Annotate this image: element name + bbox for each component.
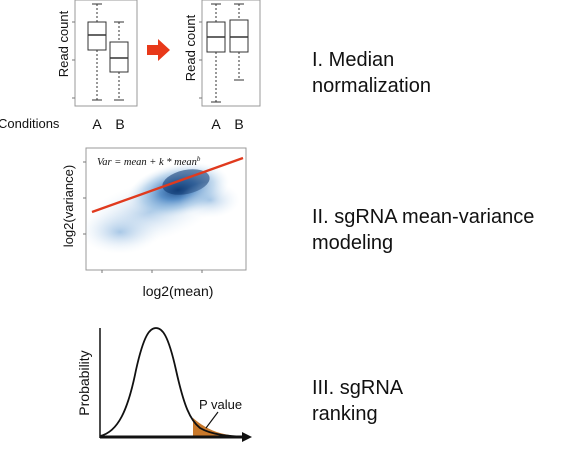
probability-ylabel: Probability <box>76 350 92 415</box>
variance-formula-base: Var = mean + k * mean <box>97 157 197 168</box>
scatter-xlabel: log2(mean) <box>143 283 214 299</box>
boxplot-before-b <box>109 21 129 101</box>
step-2-description: II. sgRNA mean-variance modeling <box>312 204 534 256</box>
probability-curve <box>99 327 247 438</box>
condition-a-label: A <box>92 116 102 132</box>
boxplot-before-a <box>87 3 107 101</box>
step-3-title: III. sgRNA <box>312 377 404 399</box>
condition-b-label-after: B <box>234 116 243 132</box>
step-1-title: I. Median <box>312 49 395 71</box>
step-2-subtitle: modeling <box>312 232 394 254</box>
normalization-arrow-icon <box>147 39 170 61</box>
boxplot-before-ylabel: Read count <box>56 10 71 77</box>
scatter-xticks <box>101 270 203 273</box>
scatter-yticks <box>83 161 86 235</box>
pvalue-pointer <box>205 411 219 429</box>
pvalue-label: P value <box>199 397 242 412</box>
boxplot-before-ticks <box>72 21 75 99</box>
step-3-description: III. sgRNA ranking <box>312 375 403 427</box>
conditions-label: Conditions <box>0 116 60 131</box>
boxplot-after-a <box>206 3 226 103</box>
boxplot-after-b <box>229 3 249 81</box>
boxplot-after-frame <box>201 0 261 107</box>
step-3-subtitle: ranking <box>312 403 378 425</box>
variance-fit-line <box>91 156 244 214</box>
x-axis-arrowhead-icon <box>242 432 252 442</box>
boxplot-before-frame <box>74 0 138 107</box>
step-2-title: II. sgRNA mean-variance <box>312 206 535 228</box>
density-cloud <box>86 162 240 254</box>
condition-b-label: B <box>115 116 124 132</box>
pvalue-tail-area <box>193 418 246 437</box>
panel-median-normalization: Read count Read count <box>0 0 261 132</box>
scatter-ylabel: log2(variance) <box>61 165 76 247</box>
variance-formula: Var = mean + k * meanb <box>97 155 201 168</box>
boxplot-after-ylabel: Read count <box>183 14 198 81</box>
step-1-description: I. Median normalization <box>312 47 431 99</box>
boxplot-after-ticks <box>199 21 202 99</box>
step-1-subtitle: normalization <box>312 75 431 97</box>
panel-ranking: P value Probability <box>76 327 252 442</box>
variance-formula-exponent: b <box>197 155 201 163</box>
panel-mean-variance: Var = mean + k * meanb log2(variance) lo… <box>61 147 247 299</box>
condition-a-label-after: A <box>211 116 221 132</box>
